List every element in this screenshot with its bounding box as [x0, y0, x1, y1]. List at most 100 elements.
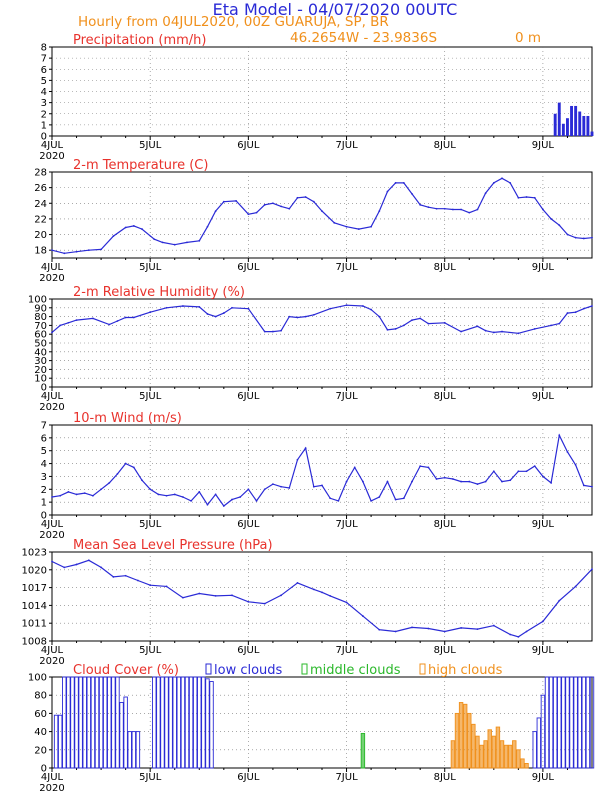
data-point — [255, 211, 258, 214]
cloud-bar — [581, 676, 587, 769]
panel-3: 0 1 2 3 4 5 67 4JUL 5JUL 6JUL 7JUL 8JUL 9JUL 2020 10-m… — [39, 411, 593, 541]
data-point — [231, 306, 233, 309]
cloud-bar — [585, 676, 591, 769]
y-tick-label: 1023 — [22, 548, 47, 559]
y-tick-label: 30 — [34, 356, 47, 367]
precip-bar — [557, 102, 561, 136]
data-point — [132, 466, 135, 469]
data-point — [87, 249, 90, 252]
data-point — [443, 630, 446, 633]
data-point — [402, 324, 405, 327]
series-line — [51, 304, 593, 334]
data-point — [353, 466, 356, 469]
data-point — [59, 324, 62, 327]
y-tick-label: 0 — [41, 764, 47, 775]
data-point — [591, 305, 593, 307]
data-point — [247, 307, 250, 310]
data-point — [263, 203, 266, 206]
data-point — [296, 458, 299, 461]
cloud-bar — [458, 702, 464, 769]
data-point — [378, 628, 381, 631]
cloud-bar — [503, 744, 509, 769]
precip-bar — [586, 115, 590, 136]
data-point — [525, 196, 528, 198]
y-tick-label: 26 — [34, 183, 47, 194]
cloud-bar — [192, 676, 198, 769]
data-point — [222, 312, 225, 314]
data-point — [452, 478, 454, 480]
data-point — [566, 312, 569, 314]
data-point — [419, 317, 422, 320]
data-point — [517, 196, 520, 199]
cloud-bar — [156, 676, 161, 769]
data-point — [460, 208, 462, 211]
data-point — [582, 484, 585, 487]
data-point — [247, 600, 250, 603]
y-tick-label: 22 — [34, 214, 47, 225]
data-point — [443, 321, 446, 324]
data-point — [231, 594, 233, 597]
data-point — [411, 480, 413, 483]
data-point — [206, 313, 209, 315]
cloud-bar — [471, 723, 476, 769]
data-point — [296, 581, 299, 584]
x-tick-label: 8JUL — [434, 519, 457, 530]
y-tick-label: 90 — [34, 303, 47, 314]
data-point — [132, 316, 135, 319]
data-point — [321, 591, 323, 594]
data-point — [460, 330, 462, 333]
y-tick-label: 0 — [41, 132, 47, 143]
x-tick-label: 6JUL — [237, 391, 260, 402]
x-tick-label: 9JUL — [532, 140, 555, 151]
x-tick-label: 8JUL — [434, 140, 457, 151]
cloud-bar — [180, 676, 186, 769]
data-point — [476, 483, 479, 486]
data-point — [574, 585, 577, 588]
data-point — [59, 494, 62, 497]
panel-frame — [51, 424, 593, 516]
x-tick-label: 7JUL — [335, 262, 358, 273]
data-point — [190, 499, 192, 502]
data-point — [108, 481, 111, 484]
x-tick-label: 4JUL — [41, 140, 64, 151]
data-point — [182, 305, 184, 307]
data-point — [206, 225, 209, 228]
cloud-bar — [53, 714, 59, 769]
cloud-bar — [197, 676, 202, 769]
station-elevation: 0 m — [515, 30, 541, 46]
cloud-bar — [516, 749, 521, 769]
series-line — [51, 177, 593, 254]
data-point — [492, 624, 495, 627]
precip-bar — [561, 123, 565, 136]
data-point — [312, 313, 315, 316]
x-tick-label: 7JUL — [335, 772, 358, 783]
data-point — [517, 332, 520, 335]
series-line — [51, 559, 593, 638]
data-point — [83, 492, 86, 495]
cloud-bar — [450, 740, 456, 769]
data-point — [186, 241, 188, 244]
data-point — [370, 225, 372, 228]
cloud-bar — [57, 714, 63, 769]
y-tick-label: 50 — [34, 339, 47, 350]
data-point — [501, 330, 503, 333]
x-tick-label: 7JUL — [335, 391, 358, 402]
data-point — [542, 208, 544, 211]
cloud-bar — [168, 676, 173, 769]
data-point — [100, 566, 102, 569]
data-point — [67, 321, 70, 324]
cloud-bar — [172, 676, 177, 769]
x-tick-label: 4JUL — [41, 391, 64, 402]
data-point — [51, 560, 53, 563]
x-tick-label: 9JUL — [532, 645, 555, 656]
cloud-bar — [209, 681, 214, 769]
legend-label: middle clouds — [310, 663, 401, 678]
data-point — [370, 308, 372, 311]
data-point — [378, 315, 381, 318]
cloud-bar — [561, 676, 566, 769]
cloud-bar — [107, 676, 112, 769]
data-point — [304, 315, 307, 318]
data-point — [198, 239, 201, 242]
